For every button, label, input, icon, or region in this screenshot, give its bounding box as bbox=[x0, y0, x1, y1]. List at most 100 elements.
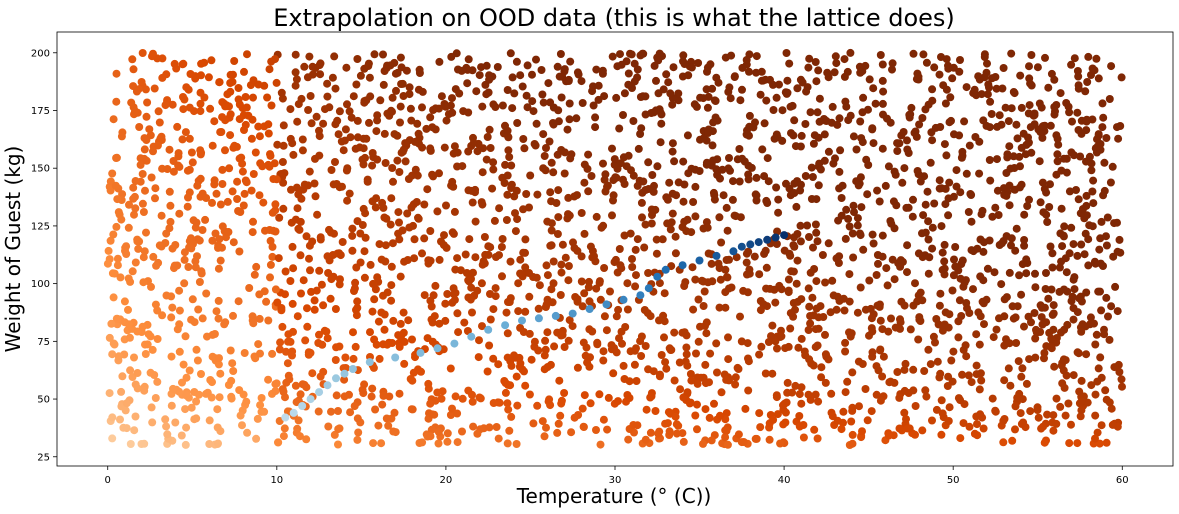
scatter-point bbox=[903, 268, 911, 277]
scatter-point bbox=[166, 217, 175, 226]
scatter-point bbox=[1037, 313, 1046, 322]
scatter-point bbox=[347, 113, 356, 122]
scatter-point bbox=[843, 377, 852, 386]
scatter-point bbox=[950, 255, 958, 264]
scatter-point bbox=[175, 209, 184, 218]
scatter-point bbox=[939, 81, 948, 90]
scatter-point bbox=[728, 195, 737, 204]
scatter-point bbox=[668, 189, 677, 198]
scatter-point bbox=[814, 181, 823, 190]
scatter-point bbox=[302, 435, 311, 444]
scatter-point bbox=[306, 92, 315, 100]
scatter-point bbox=[130, 353, 138, 362]
scatter-point bbox=[197, 59, 206, 68]
scatter-point bbox=[949, 63, 958, 72]
scatter-point bbox=[112, 222, 121, 231]
scatter-point bbox=[331, 305, 340, 313]
scatter-point bbox=[563, 125, 572, 134]
scatter-point bbox=[832, 59, 841, 68]
scatter-point bbox=[238, 167, 247, 176]
scatter-point bbox=[729, 177, 737, 186]
scatter-point bbox=[901, 359, 910, 368]
scatter-point bbox=[797, 131, 806, 140]
scatter-point bbox=[482, 155, 491, 164]
scatter-point bbox=[294, 416, 303, 425]
scatter-point bbox=[962, 299, 971, 307]
scatter-point bbox=[377, 308, 386, 317]
trajectory-point bbox=[348, 365, 357, 373]
scatter-point bbox=[940, 257, 949, 266]
scatter-point bbox=[556, 411, 565, 420]
scatter-point bbox=[264, 129, 273, 138]
scatter-point bbox=[580, 289, 589, 298]
scatter-point bbox=[1016, 71, 1025, 80]
scatter-point bbox=[623, 391, 632, 399]
scatter-point bbox=[483, 133, 492, 141]
scatter-point bbox=[665, 178, 674, 187]
scatter-point bbox=[427, 315, 436, 324]
scatter-point bbox=[168, 100, 177, 109]
scatter-point bbox=[790, 116, 799, 125]
scatter-point bbox=[948, 286, 957, 295]
scatter-point bbox=[489, 354, 498, 363]
scatter-point bbox=[307, 119, 316, 128]
scatter-point bbox=[1005, 339, 1014, 348]
scatter-point bbox=[1098, 123, 1107, 132]
scatter-point bbox=[379, 50, 387, 59]
scatter-point bbox=[214, 314, 223, 323]
scatter-point bbox=[144, 330, 153, 339]
scatter-point bbox=[1018, 364, 1027, 373]
scatter-point bbox=[1057, 166, 1066, 175]
scatter-point bbox=[770, 134, 779, 143]
scatter-point bbox=[708, 84, 717, 93]
scatter-point bbox=[809, 139, 818, 148]
scatter-point bbox=[336, 275, 344, 284]
scatter-point bbox=[790, 242, 799, 251]
scatter-point bbox=[1074, 72, 1083, 81]
scatter-point bbox=[867, 314, 876, 323]
scatter-point bbox=[987, 110, 996, 118]
scatter-point bbox=[557, 331, 566, 340]
scatter-point bbox=[242, 103, 251, 112]
trajectory-point bbox=[391, 353, 400, 362]
scatter-point bbox=[715, 213, 724, 222]
scatter-point bbox=[266, 273, 274, 282]
scatter-point bbox=[1077, 327, 1086, 336]
scatter-point bbox=[723, 226, 732, 235]
scatter-point bbox=[511, 209, 519, 218]
scatter-point bbox=[338, 238, 347, 246]
scatter-point bbox=[125, 333, 134, 342]
scatter-point bbox=[180, 279, 189, 288]
scatter-point bbox=[320, 326, 329, 335]
scatter-point bbox=[625, 377, 634, 386]
scatter-point bbox=[302, 232, 311, 241]
scatter-point bbox=[1048, 263, 1057, 272]
scatter-point bbox=[835, 252, 844, 261]
scatter-point bbox=[367, 392, 376, 401]
scatter-point bbox=[881, 181, 890, 190]
scatter-point bbox=[264, 120, 273, 129]
scatter-point bbox=[345, 107, 354, 116]
scatter-point bbox=[974, 72, 983, 81]
scatter-point bbox=[1117, 375, 1126, 384]
scatter-point bbox=[856, 283, 865, 292]
scatter-point bbox=[874, 259, 882, 268]
scatter-point bbox=[124, 223, 133, 232]
scatter-point bbox=[324, 422, 333, 431]
scatter-point bbox=[573, 363, 582, 372]
scatter-point bbox=[782, 49, 791, 57]
scatter-point bbox=[542, 144, 550, 152]
scatter-point bbox=[773, 344, 781, 353]
scatter-point bbox=[549, 119, 557, 127]
scatter-point bbox=[167, 313, 176, 322]
scatter-point bbox=[717, 238, 726, 247]
scatter-point bbox=[801, 120, 810, 128]
scatter-point bbox=[844, 214, 853, 223]
scatter-point bbox=[183, 202, 192, 211]
scatter-point bbox=[410, 254, 419, 263]
scatter-point bbox=[691, 165, 700, 174]
scatter-point bbox=[341, 125, 350, 134]
scatter-point bbox=[691, 212, 700, 221]
scatter-point bbox=[854, 357, 863, 366]
